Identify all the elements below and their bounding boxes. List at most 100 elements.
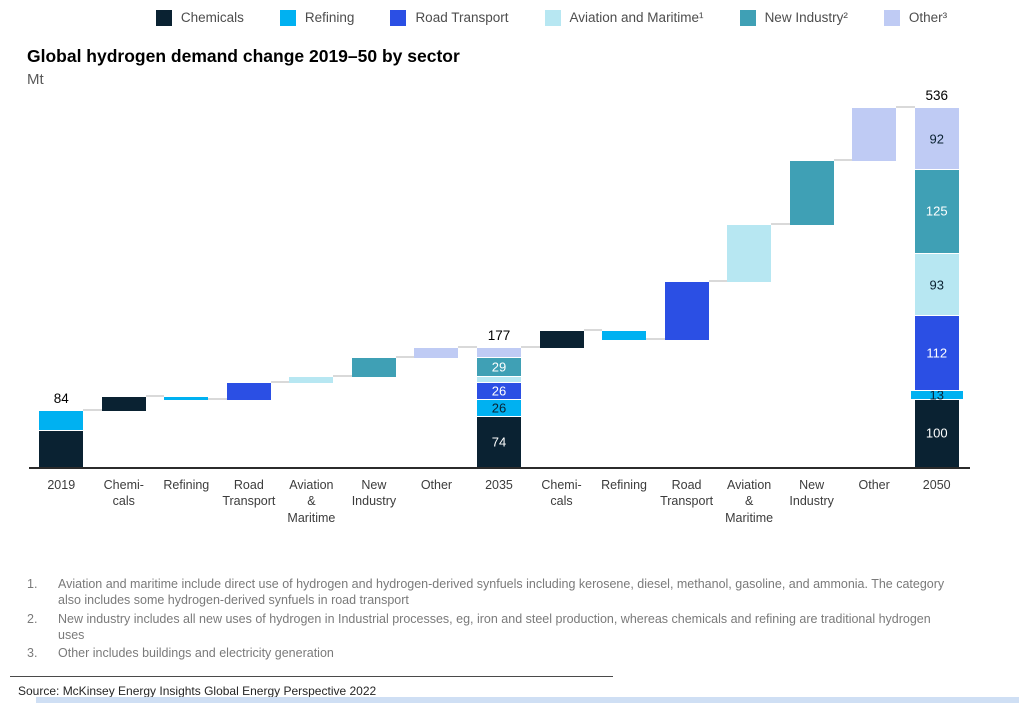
waterfall-step-new-industry: [789, 160, 834, 225]
connector-line: [521, 346, 540, 349]
footnote: 1. Aviation and maritime include direct u…: [27, 576, 953, 609]
x-axis-label-line: Transport: [222, 494, 276, 509]
bar-total-value: 84: [53, 390, 69, 406]
legend-item-refining: Refining: [279, 10, 355, 26]
waterfall-step-aviation-and-maritime: [289, 377, 334, 383]
x-axis-label-line: 2019: [47, 478, 76, 492]
x-axis-label: Aviation & Maritime: [718, 477, 781, 526]
legend-swatch-icon: [544, 10, 561, 26]
waterfall-step-new-industry: [351, 357, 396, 378]
bar-segment-value: 112: [926, 345, 948, 361]
connector-line: [708, 279, 728, 282]
bar-segment-new-industry: 29: [477, 357, 521, 378]
x-axis-label: Other: [843, 477, 906, 526]
bar-segment-chemicals: 100: [914, 399, 959, 467]
legend-swatch-icon: [390, 10, 407, 26]
x-axis-label-line: New: [799, 478, 825, 492]
legend-item-label: Aviation and Maritime¹: [569, 10, 704, 26]
connector-line: [395, 355, 415, 358]
footnote-number: 3.: [27, 646, 38, 660]
bar-segment-aviation-and-maritime: [477, 377, 521, 383]
bar-segment-value: 93: [929, 277, 944, 292]
footnote-text: Aviation and maritime include direct use…: [58, 577, 945, 608]
legend-item-label: Other³: [908, 10, 948, 26]
unit-label: Mt: [27, 71, 44, 88]
bar-segment-value: 100: [925, 425, 948, 441]
legend-item-chemicals: Chemicals: [155, 10, 244, 26]
bar-segment-refining: 26: [477, 399, 521, 418]
bar-segment-value: 26: [491, 383, 507, 399]
x-axis-label: Other: [405, 477, 468, 526]
legend-item-label: Road Transport: [415, 10, 509, 26]
x-axis-label-line: &: [307, 494, 316, 509]
x-axis-label-line: Aviation: [289, 478, 334, 492]
bar-segment-value: 26: [491, 400, 507, 416]
x-axis-label-line: cals: [550, 494, 573, 509]
x-axis-label-line: Maritime: [725, 510, 774, 525]
x-axis-line: [29, 467, 970, 469]
footnote-text: Other includes buildings and electricity…: [58, 646, 334, 660]
x-axis-label: Refining: [155, 477, 218, 526]
legend: Chemicals Refining Road Transport Aviation …: [100, 10, 1003, 26]
x-axis-label-line: Road: [233, 478, 264, 492]
legend-swatch-icon: [279, 10, 296, 26]
waterfall-step-aviation-and-maritime: [727, 225, 772, 282]
x-axis-label: 2019: [30, 477, 93, 526]
connector-line: [333, 375, 352, 378]
waterfall-step-other: [414, 348, 459, 358]
bar-segment-refining: 13: [910, 388, 963, 403]
x-axis-label: Aviation & Maritime: [280, 477, 343, 526]
x-axis-label-line: Transport: [660, 494, 714, 509]
bar-segment-other: [477, 348, 521, 358]
bar-segment-aviation-and-maritime: 93: [914, 253, 959, 317]
x-axis-label: 2050: [905, 477, 968, 526]
x-axis-label-line: Maritime: [287, 510, 336, 525]
footnotes: 1. Aviation and maritime include direct u…: [27, 576, 953, 663]
legend-item-other: Other³: [883, 10, 948, 26]
x-axis-label: Chemi-cals: [93, 477, 156, 526]
x-axis-label: New Industry: [343, 477, 406, 526]
bar-segment-road-transport: 112: [914, 316, 959, 392]
bar-segment-value: 125: [925, 203, 948, 219]
source-line: Source: McKinsey Energy Insights Global …: [18, 684, 377, 698]
waterfall-step-refining: [602, 330, 647, 340]
connector-line: [583, 328, 603, 331]
legend-item-label: Refining: [304, 10, 355, 26]
x-axis-label-line: 2050: [922, 478, 951, 492]
connector-line: [771, 222, 790, 225]
legend-item-label: Chemicals: [180, 10, 244, 26]
waterfall-chart: 84 74 26 26 29 177 100 13 112 93 125 92 536: [29, 88, 970, 469]
bar-segment-road-transport: 26: [477, 382, 521, 400]
connector-line: [458, 346, 477, 349]
x-axis-label: Refining: [593, 477, 656, 526]
waterfall-step-other: [852, 107, 897, 161]
connector-line: [83, 408, 102, 411]
legend-swatch-icon: [155, 10, 172, 26]
bar-segment-chemicals: 74: [477, 417, 521, 467]
x-axis-label-line: Industry: [351, 494, 397, 509]
legend-swatch-icon: [883, 10, 900, 26]
footnote-text: New industry includes all new uses of hy…: [58, 611, 931, 642]
legend-item-road-transport: Road Transport: [390, 10, 509, 26]
bar-segment-new-industry: 125: [914, 170, 959, 254]
x-axis-label-line: Other: [420, 478, 453, 492]
x-axis-label-line: Refining: [163, 478, 210, 492]
x-axis-label-line: cals: [112, 494, 135, 509]
x-axis-label-line: Aviation: [726, 478, 772, 492]
x-axis-label-line: &: [744, 494, 754, 509]
connector-line: [145, 395, 165, 398]
waterfall-step-road-transport: [664, 281, 709, 340]
legend-item-label: New Industry²: [764, 10, 848, 26]
bar-segment-value: 92: [929, 131, 944, 147]
bar-segment-value: 29: [491, 359, 507, 375]
footnote: 3. Other includes buildings and electrici…: [27, 645, 953, 661]
x-axis-label-line: Road: [671, 478, 702, 492]
bar-segment-other: 92: [914, 108, 959, 171]
x-axis-label-line: Other: [858, 478, 890, 492]
legend-item-new-industry: New Industry²: [739, 10, 848, 26]
connector-line: [270, 380, 290, 383]
bar-total-value: 177: [487, 328, 511, 344]
legend-swatch-icon: [739, 10, 756, 26]
connector-line: [646, 337, 665, 340]
connector-line: [208, 397, 227, 400]
